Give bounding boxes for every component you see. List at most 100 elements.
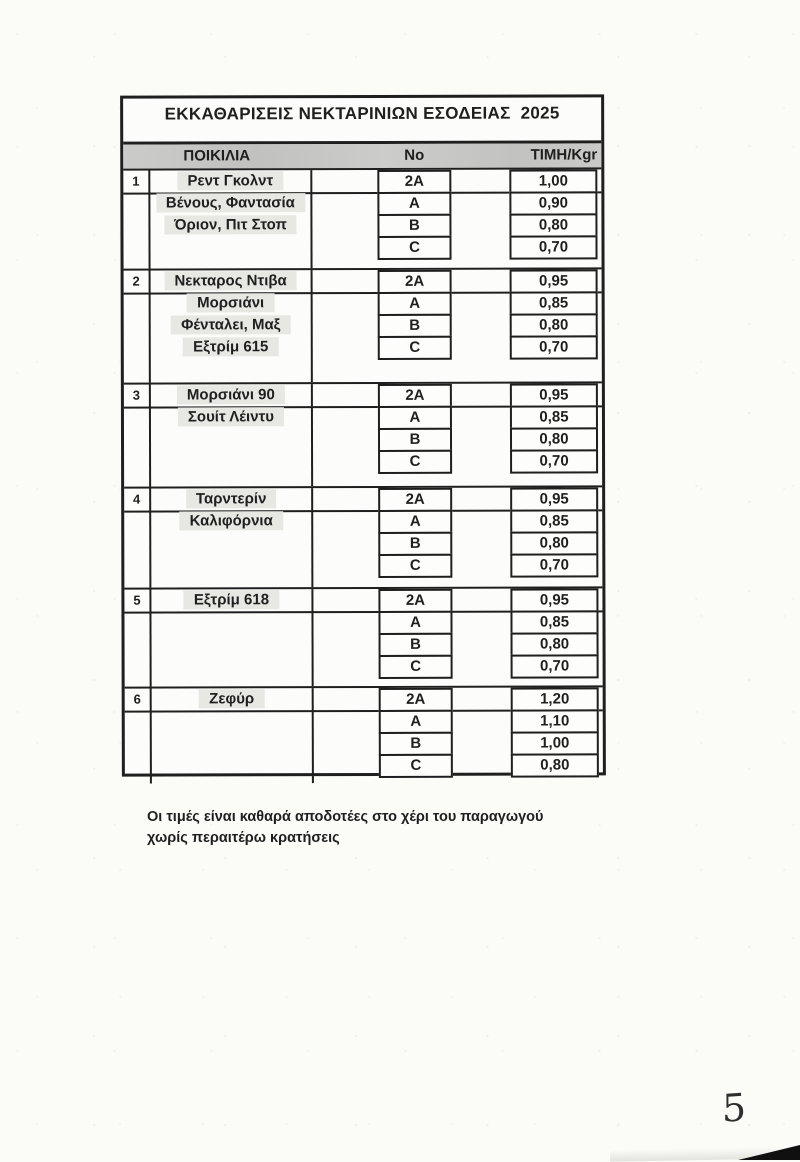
table-body: 1 Ρεντ Γκολντ Βένους, Φαντασία Όριον, Πιτ Σ…: [123, 169, 603, 784]
grid-line: [311, 589, 314, 687]
variety-name: Εξτρίμ 615: [153, 336, 309, 358]
grid-line: [149, 688, 152, 784]
variety-name: Βένους, Φαντασία: [152, 192, 308, 214]
grade-label: B: [378, 531, 453, 556]
table-title: ΕΚΚΑΘΑΡΙΣΕΙΣ ΝΕΚΤΑΡΙΝΙΩΝ ΕΣΟΔΕΙΑΣ 2025: [123, 97, 602, 145]
grade-label: B: [377, 313, 452, 338]
price-value: 0,85: [510, 610, 599, 635]
footnote: Οι τιμές είναι καθαρά αποδοτέες στο χέρι…: [147, 807, 607, 849]
variety-name: Μορσιάνι 90: [153, 384, 309, 406]
grade-label: A: [377, 405, 452, 430]
group-number: 4: [133, 491, 141, 507]
variety-name-highlight: Μορσιάνι: [187, 293, 275, 313]
variety-name-highlight: Εξτρίμ 615: [183, 337, 279, 357]
header-variety: ΠΟΙΚΙΛΙΑ: [183, 147, 251, 165]
variety-name: Μορσιάνι: [153, 292, 309, 314]
price-value: 1,20: [510, 687, 599, 712]
variety-group-4: 4 Ταρντερίν Καλιφόρνια 2A 0,95 A 0,85 B 0,80 C 0,7…: [124, 487, 603, 590]
variety-name-highlight: Όριον, Πιτ Στοπ: [164, 215, 297, 235]
grade-label: A: [378, 610, 453, 635]
price-value: 1,10: [510, 709, 599, 734]
price-value: 0,80: [510, 753, 599, 778]
group-number: 5: [133, 592, 141, 608]
group-number: 6: [133, 691, 141, 707]
grade-label: C: [378, 654, 453, 679]
grade-label: A: [378, 509, 453, 534]
variety-name: Καλιφόρνια: [153, 510, 309, 532]
grade-label: B: [377, 213, 452, 238]
variety-name-highlight: Φένταλει, Μαξ: [171, 315, 291, 335]
grade-label: B: [377, 427, 453, 452]
group-number: 1: [132, 173, 140, 189]
variety-name-highlight: Ταρντερίν: [185, 489, 277, 509]
grid-line: [311, 688, 314, 784]
header-price-per-kg: ΤΙΜΗ/Kgr: [530, 146, 598, 164]
grid-line: [311, 488, 314, 588]
price-value: 0,85: [509, 291, 598, 316]
variety-name: Φένταλει, Μαξ: [153, 314, 309, 336]
variety-name-highlight: Εξτρίμ 618: [183, 590, 280, 610]
grid-line: [149, 589, 152, 687]
grid-line: [149, 488, 152, 588]
grade-label: 2A: [378, 687, 453, 712]
variety-name-highlight: Καλιφόρνια: [179, 511, 283, 531]
footnote-line-2: χωρίς περαιτέρω κρατήσεις: [147, 830, 340, 846]
variety-name: Νεκταρος Ντιβα: [153, 270, 309, 292]
header-number: No: [404, 146, 425, 164]
variety-name-highlight: Ζεφύρ: [199, 689, 265, 709]
price-value: 0,70: [509, 335, 598, 360]
grade-label: 2A: [378, 487, 453, 512]
price-value: 0,80: [510, 632, 599, 657]
price-value: 0,70: [510, 449, 599, 474]
variety-name: Ζεφύρ: [154, 688, 310, 710]
price-value: 0,80: [509, 313, 598, 338]
price-value: 1,00: [510, 731, 599, 756]
handwritten-page-number: 5: [722, 1085, 747, 1131]
price-value: 0,80: [509, 427, 599, 452]
price-value: 0,80: [509, 213, 598, 238]
grade-label: C: [377, 235, 452, 260]
grade-label: A: [377, 291, 452, 316]
price-value: 0,80: [510, 531, 599, 556]
price-value: 1,00: [509, 169, 598, 194]
table-header-row: ΠΟΙΚΙΛΙΑ No ΤΙΜΗ/Kgr: [123, 143, 602, 171]
grade-label: B: [378, 632, 453, 657]
grade-label: C: [377, 335, 452, 360]
group-number: 3: [132, 387, 141, 403]
grade-label: C: [378, 553, 453, 578]
grade-label: A: [377, 191, 452, 216]
grid-line: [310, 170, 313, 269]
grade-label: B: [378, 731, 453, 756]
price-value: 0,90: [509, 191, 598, 216]
price-value: 0,85: [509, 405, 598, 430]
grade-label: 2A: [377, 169, 452, 194]
variety-group-5: 5 Εξτρίμ 618 2A 0,95 A 0,85 B 0,80 C 0,70: [124, 588, 603, 689]
price-table: ΕΚΚΑΘΑΡΙΣΕΙΣ ΝΕΚΤΑΡΙΝΙΩΝ ΕΣΟΔΕΙΑΣ 2025 Π…: [120, 94, 606, 784]
grid-line: [310, 384, 314, 487]
grade-label: A: [378, 709, 453, 734]
variety-name: Σουίτ Λέιντυ: [153, 406, 309, 428]
variety-group-1: 1 Ρεντ Γκολντ Βένους, Φαντασία Όριον, Πιτ Σ…: [123, 169, 602, 271]
grade-label: 2A: [378, 588, 453, 613]
grid-line: [310, 270, 313, 383]
grade-label: C: [378, 449, 453, 474]
variety-name-highlight: Σουίτ Λέιντυ: [177, 407, 285, 427]
grade-label: C: [378, 753, 453, 778]
variety-name: Εξτρίμ 618: [153, 589, 309, 611]
variety-group-2: 2 Νεκταρος Ντιβα Μορσιάνι Φένταλει, Μαξ Εξτρ…: [123, 269, 602, 385]
price-value: 0,95: [510, 487, 599, 512]
variety-name-highlight: Ρεντ Γκολντ: [177, 171, 284, 191]
variety-name: Ρεντ Γκολντ: [152, 170, 308, 192]
variety-name-highlight: Μορσιάνι 90: [176, 385, 285, 405]
price-value: 0,70: [510, 553, 599, 578]
variety-name: Ταρντερίν: [153, 488, 309, 510]
grid-line: [148, 170, 151, 269]
variety-group-3: 3 Μορσιάνι 90 Σουίτ Λέιντυ 2A 0,95 A 0,85 B 0,80…: [123, 383, 603, 489]
grid-line: [148, 270, 151, 383]
price-value: 0,70: [510, 654, 599, 679]
variety-name-highlight: Νεκταρος Ντιβα: [164, 271, 297, 291]
grade-label: 2A: [377, 383, 452, 408]
price-value: 0,95: [509, 383, 598, 408]
variety-name-highlight: Βένους, Φαντασία: [155, 193, 305, 213]
